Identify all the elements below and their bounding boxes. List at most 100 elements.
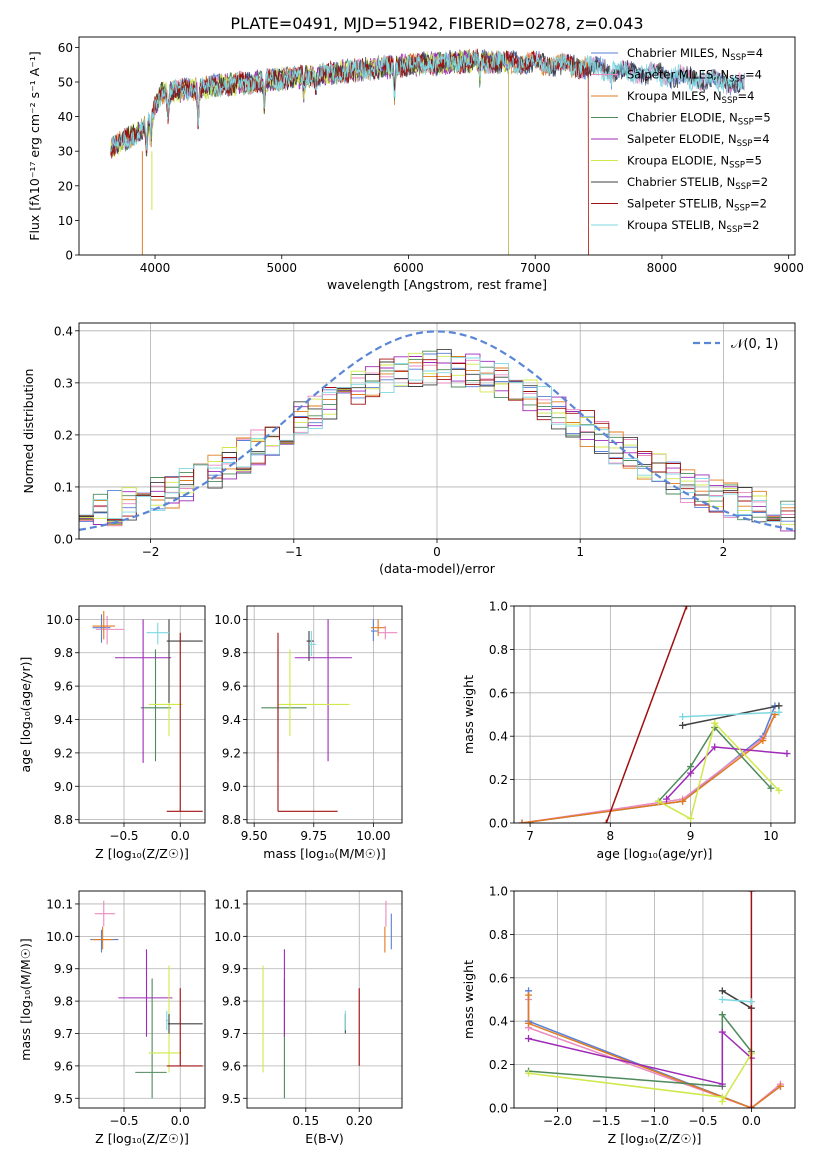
y-tick-label: 10.0 (214, 930, 241, 944)
plot-area (92, 611, 203, 812)
x-tick-label: 1 (576, 545, 584, 559)
x-tick-label: −0.5 (109, 829, 138, 843)
legend-label: Chabrier STELIB, NSSP=2 (627, 175, 768, 192)
y-tick-label: 1.0 (489, 885, 508, 899)
plus-marker (767, 784, 775, 792)
weight-line (528, 1012, 752, 1088)
y-tick-label: 0 (65, 249, 73, 263)
y-axis-label: mass weight (461, 960, 476, 1039)
y-tick-label: 9.6 (54, 1059, 73, 1073)
y-tick-label: 50 (58, 75, 73, 89)
y-tick-label: 9.4 (222, 713, 241, 727)
y-tick-label: 9.0 (222, 780, 241, 794)
x-axis-label: Z [log₁₀(Z/Z☉)] (608, 1131, 702, 1146)
y-tick-label: 9.4 (54, 713, 73, 727)
y-tick-label: 0.8 (489, 643, 508, 657)
plus-marker (775, 708, 783, 716)
weight-line (658, 721, 780, 820)
y-tick-label: 0.4 (489, 1015, 508, 1029)
chart-weight_vs_age: 7 8 9 10 0.0 0.2 0.4 0.6 0.8 1.0 age [log₁₀(age/yr… (461, 600, 796, 861)
x-axis-label: E(B-V) (305, 1131, 344, 1146)
plot-area (90, 900, 203, 1099)
plus-marker (687, 815, 695, 823)
plus-marker (775, 786, 783, 794)
y-axis-label: mass weight (461, 675, 476, 754)
plus-marker (679, 797, 687, 805)
x-tick-label: −0.5 (109, 1114, 138, 1128)
y-tick-label: 9.5 (54, 1092, 73, 1106)
y-tick-label: 10.0 (214, 613, 241, 627)
y-tick-label: 9.6 (222, 1059, 241, 1073)
plus-marker (518, 819, 526, 823)
legend-label: Kroupa ELODIE, NSSP=5 (627, 154, 762, 171)
y-tick-label: 9.8 (54, 646, 73, 660)
plus-marker (747, 998, 755, 1006)
chart-age_vs_z: −0.5 0.0 8.8 9.0 9.2 9.4 9.6 9.8 10.0 Z [log₁₀(Z/… (18, 605, 206, 861)
legend-label: 𝒩(0, 1) (731, 337, 778, 352)
weight-line (521, 714, 776, 823)
x-tick-label: 7 (526, 829, 534, 843)
y-tick-label: 9.6 (54, 680, 73, 694)
weight-line (682, 705, 780, 727)
y-tick-label: 0.2 (54, 428, 73, 442)
x-tick-label: −1.0 (640, 1114, 669, 1128)
y-tick-label: 10.1 (214, 897, 241, 911)
y-tick-label: 0.0 (489, 817, 508, 831)
plus-marker (655, 797, 663, 805)
plus-marker (776, 1082, 784, 1090)
x-tick-label: 0.15 (292, 1114, 319, 1128)
x-tick-label: 10.00 (356, 829, 390, 843)
chart-spectrum: 4000 5000 6000 7000 8000 9000 0 10 20 30 40 50 60 wav… (27, 36, 804, 292)
y-tick-label: 0.8 (489, 928, 508, 942)
plus-marker (679, 713, 687, 721)
x-tick-label: 8000 (647, 261, 678, 275)
y-tick-label: 0.4 (54, 324, 73, 338)
plot-area (518, 606, 791, 823)
weight-line (527, 995, 781, 1108)
x-axis-label: Z [log₁₀(Z/Z☉)] (95, 846, 189, 861)
chart-mass_vs_z: −0.5 0.0 9.5 9.6 9.7 9.8 9.9 10.0 10.1 Z [log₁₀(Z… (18, 890, 206, 1146)
y-tick-label: 9.9 (222, 962, 241, 976)
x-tick-label: −1 (285, 545, 303, 559)
y-tick-label: 9.5 (222, 1092, 241, 1106)
histogram-series (79, 357, 795, 522)
weight-line (528, 1030, 752, 1086)
legend-label: Kroupa STELIB, NSSP=2 (627, 218, 759, 235)
plus-marker (525, 991, 533, 999)
x-tick-label: −2 (142, 545, 160, 559)
weight-line (665, 746, 788, 800)
legend-label: Salpeter MILES, NSSP=4 (627, 68, 762, 85)
x-tick-label: 0.0 (742, 1114, 761, 1128)
plot-area (525, 891, 784, 1108)
figure-title: PLATE=0491, MJD=51942, FIBERID=0278, z=0… (230, 14, 643, 33)
plus-marker (718, 1011, 726, 1019)
gridlines (79, 891, 205, 1108)
y-tick-label: 0.2 (489, 773, 508, 787)
chart-group: 4000 5000 6000 7000 8000 90000102030405060wav… (18, 36, 804, 1146)
y-tick-label: 9.0 (54, 780, 73, 794)
x-tick-label: 9000 (773, 261, 804, 275)
x-tick-label: 5000 (266, 261, 297, 275)
y-axis-label: Flux [fλ10⁻¹⁷ erg cm⁻² s⁻¹ A⁻¹] (27, 51, 42, 240)
x-tick-label: 10 (763, 829, 778, 843)
y-tick-label: 10.0 (46, 930, 73, 944)
plus-marker (679, 721, 687, 729)
plus-marker (663, 795, 671, 803)
y-tick-label: 0.3 (54, 376, 73, 390)
x-tick-label: 0.0 (171, 1114, 190, 1128)
y-tick-label: 30 (58, 145, 73, 159)
x-tick-label: 9.50 (241, 829, 268, 843)
legend-label: Chabrier MILES, NSSP=4 (627, 46, 763, 63)
y-tick-label: 10 (58, 214, 73, 228)
gridlines (79, 606, 205, 823)
plus-marker (783, 750, 791, 758)
plus-marker (683, 606, 691, 610)
spectrum-line (110, 50, 745, 152)
y-tick-label: 60 (58, 41, 73, 55)
weight-line (521, 714, 776, 823)
gaussian-curve (79, 330, 795, 531)
x-tick-label: 6000 (393, 261, 424, 275)
x-tick-label: −2.0 (543, 1114, 572, 1128)
y-tick-label: 10.1 (46, 897, 73, 911)
